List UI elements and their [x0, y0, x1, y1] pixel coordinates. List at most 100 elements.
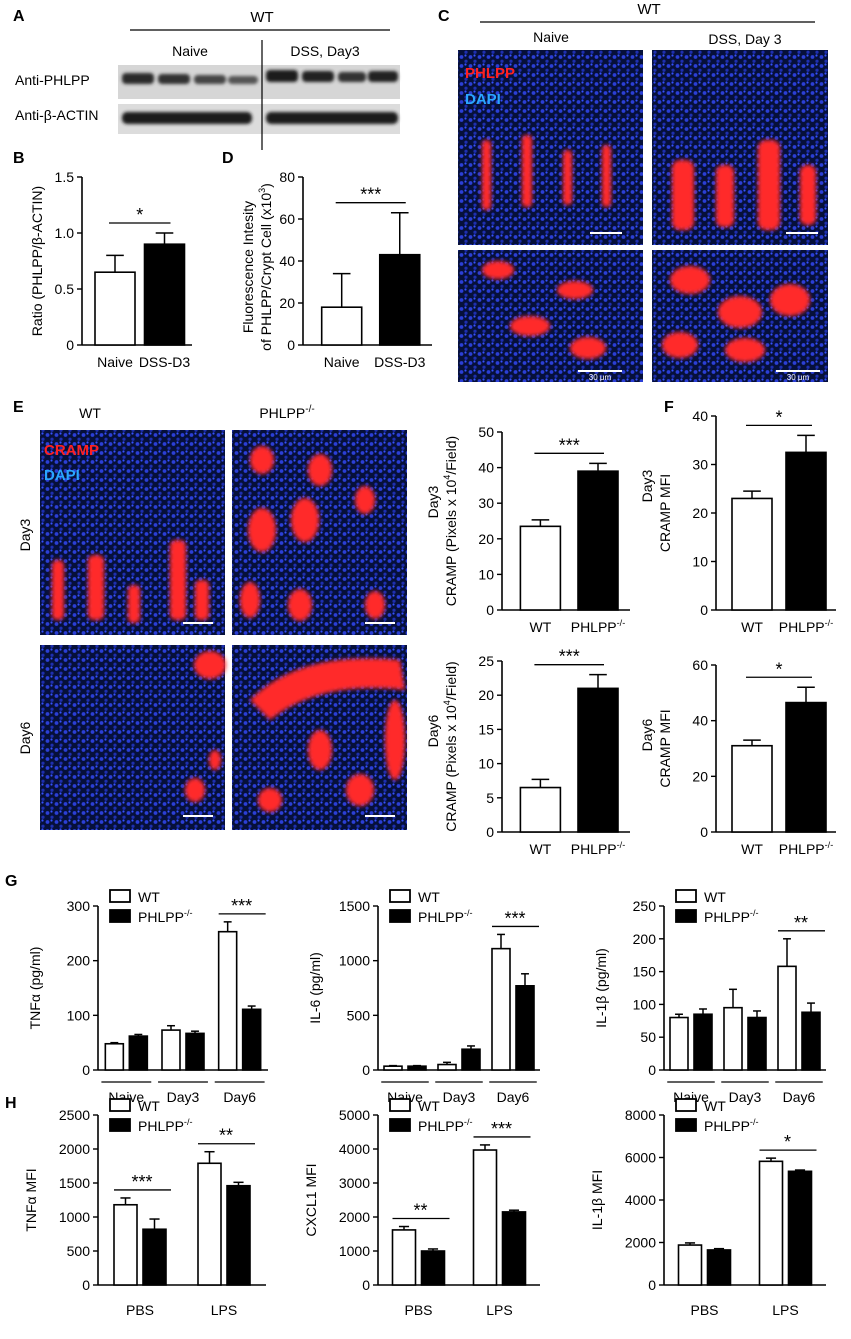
- bar-1-1: [461, 1048, 481, 1071]
- micro-c-scale-label-2: 30 μm: [787, 373, 810, 382]
- bar-0: [320, 306, 363, 346]
- y-tick-label: 0: [486, 602, 494, 618]
- y-tick-label: 2000: [59, 1141, 90, 1157]
- blot-group-label: WT: [250, 9, 273, 26]
- bar-1-0: [197, 1162, 222, 1286]
- y-tick-label: 40: [279, 253, 295, 269]
- micro-e-image-ko-day6: [232, 645, 407, 830]
- y-tick-label: 0: [362, 1062, 370, 1078]
- x-tick-label: DSS-D3: [139, 354, 191, 370]
- y-tick-label: 40: [692, 408, 708, 424]
- legend-swatch-1: [675, 1118, 697, 1132]
- y-axis-label-line2: of PHLPP/Crypt Cell (x103): [257, 183, 274, 351]
- legend-label-1-base: PHLPP: [418, 909, 464, 925]
- panel-letter-e: E: [13, 399, 24, 416]
- y-tick-label: 10: [478, 566, 494, 582]
- y-tick-label: 1500: [339, 898, 370, 914]
- legend-label-0: WT: [704, 889, 726, 905]
- x-tick-label: PHLPP-/-: [779, 618, 834, 635]
- bar-1: [785, 451, 827, 611]
- y-tick-label: 150: [633, 964, 657, 980]
- x-tick-label: Day6: [497, 1089, 530, 1105]
- y-tick-label: 250: [633, 898, 657, 914]
- y-tick-label: 0: [287, 337, 295, 353]
- y-tick-label: 8000: [625, 1107, 656, 1123]
- bar-0: [519, 525, 562, 611]
- legend-swatch-0: [675, 1098, 697, 1112]
- y-axis-label: IL-1β MFI: [589, 1170, 605, 1230]
- significance-label: ***: [559, 435, 580, 455]
- bar-0: [94, 271, 136, 346]
- y-tick-label: 100: [633, 996, 657, 1012]
- y-axis-label-a: CRAMP (Pixels x 10: [443, 479, 459, 606]
- bar-2-1: [801, 1011, 821, 1071]
- row-label: Day6: [639, 718, 655, 751]
- y-axis-label-b: /Field): [443, 436, 459, 475]
- legend-label-1-sup: -/-: [184, 908, 193, 918]
- x-tick-label-sup: -/-: [825, 840, 834, 850]
- row-label: Day3: [639, 469, 655, 502]
- significance-label: *: [775, 407, 782, 427]
- legend-label-1: PHLPP-/-: [418, 1117, 473, 1134]
- y-tick-label: 0: [486, 824, 494, 840]
- legend-label-0: WT: [138, 889, 160, 905]
- y-tick-label: 40: [478, 460, 494, 476]
- bar-1: [143, 243, 186, 346]
- microscopy-panel-e: WT PHLPP-/- Day3 Day6: [17, 404, 407, 830]
- bar-1-0: [161, 1029, 181, 1071]
- legend-label-1: PHLPP-/-: [704, 1117, 759, 1134]
- chart-h3: 0 2000 4000 6000 8000 PBS LPS * IL-1β MFI WT PHLPP…: [589, 1098, 826, 1318]
- panel-letter-h: H: [5, 1095, 17, 1112]
- bar-2-1: [241, 1008, 262, 1071]
- bar-0-0: [669, 1016, 689, 1071]
- y-tick-label: 40: [692, 713, 708, 729]
- y-tick-label: 30: [692, 457, 708, 473]
- bar-1-1: [501, 1211, 527, 1286]
- significance-label: ***: [360, 185, 381, 205]
- chart-e1: 0 10 20 30 40 50 WT PHLPP-/- *** CRAMP (Pixels x …: [425, 424, 630, 635]
- y-tick-label: 15: [478, 721, 494, 737]
- micro-c-col-naive: Naive: [533, 29, 569, 45]
- chart-b: 0 0.5 1.0 1.5 Naive DSS-D3 * Ratio (PHLPP/β-ACT…: [29, 169, 192, 370]
- micro-e-row-day6: Day6: [17, 721, 33, 754]
- y-tick-label: 0: [700, 824, 708, 840]
- y-tick-label: 20: [692, 505, 708, 521]
- bar-0-0: [677, 1244, 703, 1286]
- x-tick-label: Day3: [167, 1089, 200, 1105]
- panel-letter-a: A: [13, 8, 25, 25]
- y-tick-label: 0: [82, 1277, 90, 1293]
- bar-2-0: [777, 965, 797, 1071]
- x-tick-label: WT: [741, 619, 763, 635]
- bar-0-1: [142, 1228, 167, 1286]
- western-blot-panel: WT Naive DSS, Day3 Anti-PHLPP Anti-β-ACT…: [15, 9, 400, 150]
- y-axis-label-line1: Fluorescence Intesity: [240, 201, 256, 333]
- x-tick-label: WT: [741, 841, 763, 857]
- y-axis-label: TNFα MFI: [23, 1168, 39, 1231]
- legend-label-0: WT: [704, 1098, 726, 1114]
- bar-1-0: [723, 1006, 743, 1071]
- y-axis-label-line2-b: ): [258, 183, 274, 188]
- significance-label: ***: [231, 896, 252, 916]
- x-tick-label: Day6: [223, 1089, 256, 1105]
- panel-letter-f: F: [664, 399, 674, 416]
- micro-e-image-wt-day3: [40, 430, 225, 635]
- x-tick-label: LPS: [211, 1302, 237, 1318]
- legend-swatch-1: [109, 909, 131, 923]
- x-tick-label: PBS: [126, 1302, 154, 1318]
- blot-row-phlpp: Anti-PHLPP: [15, 72, 90, 88]
- y-tick-label: 80: [279, 169, 295, 185]
- blot-bands-actin: [122, 112, 398, 124]
- y-axis-label-a: CRAMP (Pixels x 10: [443, 705, 459, 832]
- x-tick-label: PBS: [404, 1302, 432, 1318]
- legend-swatch-0: [109, 889, 131, 903]
- x-tick-label: Naive: [324, 354, 360, 370]
- bar-1: [577, 470, 619, 611]
- y-tick-label: 25: [478, 653, 494, 669]
- y-axis-label: CRAMP MFI: [657, 474, 673, 552]
- bar-0: [731, 744, 773, 833]
